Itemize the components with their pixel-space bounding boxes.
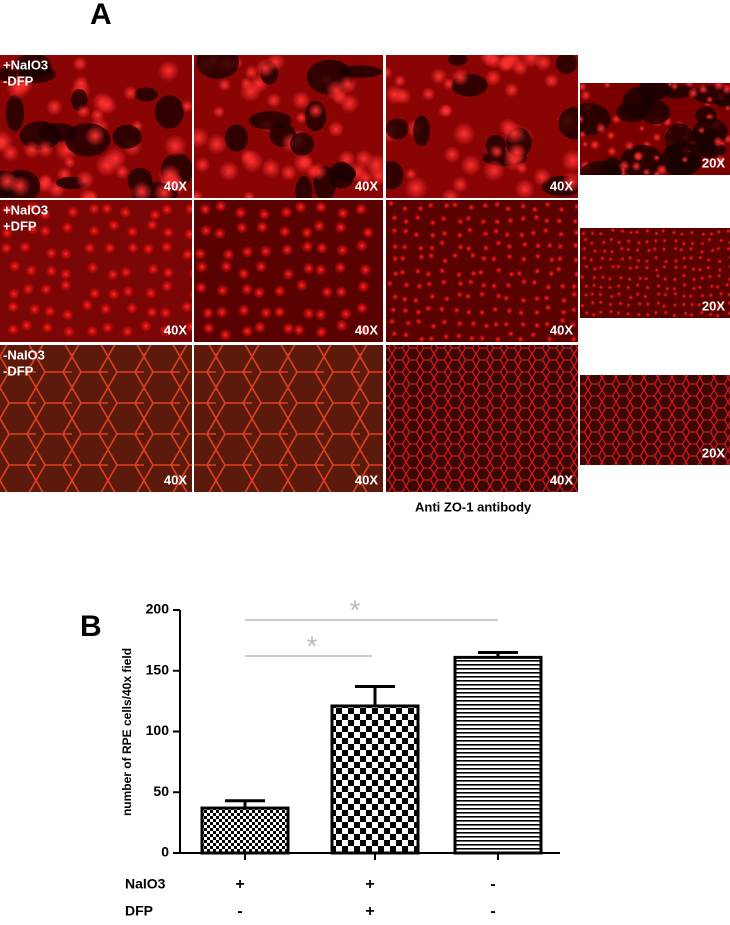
micrograph: 40X <box>386 345 578 492</box>
magnification-label: 20X <box>702 155 725 170</box>
condition-sign: + <box>365 876 374 893</box>
micrograph: 40X <box>386 200 578 342</box>
micrograph: 40X <box>0 200 192 342</box>
micrograph: 40X <box>0 345 192 492</box>
magnification-label: 40X <box>355 322 378 337</box>
y-tick-label: 100 <box>146 722 170 738</box>
row-label: -NaIO3 <box>3 347 45 362</box>
magnification-label: 20X <box>702 298 725 313</box>
magnification-label: 40X <box>550 322 573 337</box>
significance-star: * <box>307 630 318 661</box>
panel-label: B <box>80 610 102 643</box>
row-label: +DFP <box>3 218 37 233</box>
magnification-label: 40X <box>550 178 573 193</box>
condition-sign: - <box>237 903 242 920</box>
y-tick-label: 0 <box>161 844 169 860</box>
condition-sign: - <box>490 876 495 893</box>
y-tick-label: 150 <box>146 661 170 677</box>
bar <box>330 704 420 855</box>
condition-sign: + <box>365 903 374 920</box>
error-bar <box>355 685 395 706</box>
condition-label: NaIO3 <box>125 876 166 892</box>
panel-label: A <box>90 0 112 31</box>
row-label: -DFP <box>3 73 34 88</box>
y-axis-label: number of RPE cells/40x field <box>120 648 134 816</box>
micrograph: 40X <box>194 200 383 342</box>
magnification-label: 20X <box>702 445 725 460</box>
row-label: +NaIO3 <box>3 202 48 217</box>
magnification-label: 40X <box>355 472 378 487</box>
condition-label: DFP <box>125 903 153 919</box>
magnification-label: 40X <box>164 472 187 487</box>
magnification-label: 40X <box>164 322 187 337</box>
micrograph: 20X <box>580 228 730 318</box>
condition-sign: - <box>490 903 495 920</box>
bar <box>453 655 543 855</box>
magnification-label: 40X <box>355 178 378 193</box>
error-bar <box>225 799 265 809</box>
magnification-label: 40X <box>550 472 573 487</box>
micrograph: 40X <box>194 55 383 198</box>
micrograph: 40X <box>194 345 383 492</box>
row-label: -DFP <box>3 363 34 378</box>
y-tick-label: 50 <box>153 783 169 799</box>
error-bar <box>478 651 518 658</box>
y-tick-label: 200 <box>146 601 170 617</box>
bar-chart: 0 50 100 150 200 number of RPE cells/40x fiel… <box>120 594 560 920</box>
condition-sign: + <box>235 876 244 893</box>
bar <box>200 806 290 855</box>
micrograph: 20X <box>580 375 730 465</box>
row-label: +NaIO3 <box>3 57 48 72</box>
micrograph: 20X <box>580 83 730 175</box>
micrograph: 40X <box>386 55 578 198</box>
micrograph: 40X <box>0 55 192 198</box>
magnification-label: 40X <box>164 178 187 193</box>
caption: Anti ZO-1 antibody <box>415 499 532 514</box>
significance-star: * <box>350 594 361 625</box>
